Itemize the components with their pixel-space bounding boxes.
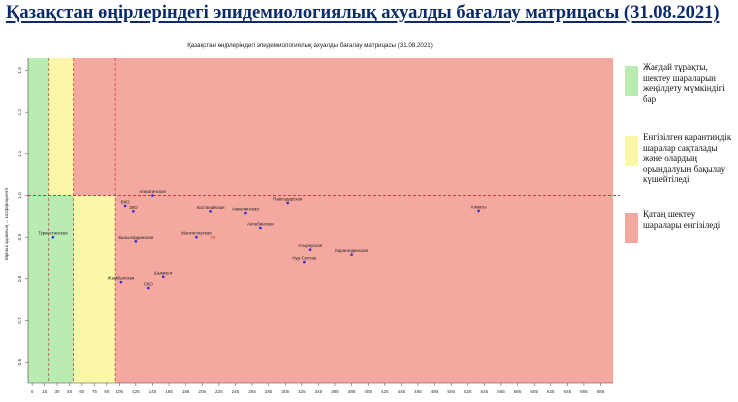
region-point — [350, 253, 353, 256]
x-tick-label: 345 — [315, 389, 323, 394]
x-tick-label: 505 — [447, 389, 455, 394]
region-point — [303, 260, 306, 264]
y-tick-label: 0.8 — [17, 275, 22, 282]
x-tick-label: 165 — [165, 389, 173, 394]
region-point — [259, 226, 262, 230]
region-label: Актюбинская — [247, 222, 274, 227]
legend-label: Жағдай тұрақты, шектеу шараларын жеңілде… — [643, 62, 725, 104]
region-point — [151, 194, 154, 197]
region-label: Кызылординская — [118, 235, 153, 240]
region-label: ВКО — [121, 199, 130, 204]
legend-label: Қатаң шектеу шаралары енгізіледі — [643, 209, 721, 230]
x-tick-label: 405 — [364, 389, 372, 394]
x-tick-label: 525 — [464, 389, 472, 394]
x-tick-label: 105 — [115, 389, 123, 394]
zone-layer — [28, 58, 614, 383]
y-tick-label: 0.6 — [17, 359, 22, 366]
region-label: Нур-Султан — [292, 256, 316, 261]
region-label: Костанайская — [197, 205, 226, 210]
region-point — [161, 275, 165, 279]
region-point — [244, 211, 247, 215]
region-point — [308, 248, 312, 251]
legend-label: Енгізілген карантиндік шаралар сақталады… — [643, 132, 732, 184]
region-point — [195, 235, 198, 239]
zone-boundaries — [28, 58, 620, 383]
region-label: Акмолинская — [232, 207, 259, 212]
region-label: Атырауская — [298, 243, 323, 248]
x-tick-label: 125 — [132, 389, 140, 394]
legend-swatch — [625, 136, 638, 166]
x-tick-label: 145 — [149, 389, 157, 394]
region-point — [119, 280, 123, 284]
region-point — [209, 210, 212, 213]
x-tick-label: 285 — [265, 389, 273, 394]
x-tick-label: 365 — [331, 389, 339, 394]
x-tick-label: 60 — [79, 389, 85, 394]
y-axis-label: Бірінші адамның ... коэффициенті — [4, 188, 9, 260]
x-tick-label: 185 — [182, 389, 190, 394]
legend-swatch — [625, 66, 638, 96]
region-label: Алматинская — [139, 189, 166, 194]
x-tick-label: 30 — [54, 389, 60, 394]
y-tick-label: 1.0 — [17, 192, 22, 199]
x-tick-label: 15 — [42, 389, 48, 394]
y-tick-label: 0.7 — [17, 317, 22, 324]
x-tick-label: 685 — [597, 389, 605, 394]
x-tick-label: 605 — [530, 389, 538, 394]
region-point — [147, 286, 150, 290]
x-tick-label: 665 — [580, 389, 588, 394]
axes: 0 15 30 45 60 75 90 105 125 145 165 185 205 225 245 265… — [17, 58, 613, 394]
y-tick-label: 1.3 — [17, 67, 22, 74]
x-tick-label: 545 — [481, 389, 489, 394]
y-tick-label: 1.1 — [17, 150, 22, 157]
x-tick-label: 385 — [348, 389, 356, 394]
x-tick-label: 245 — [232, 389, 240, 394]
x-tick-label: 45 — [67, 389, 73, 394]
region-label: Туркестанская — [38, 231, 68, 236]
x-tick-label: 265 — [248, 389, 256, 394]
region-label: Мангистауская — [181, 231, 212, 236]
zone-3 — [73, 58, 613, 196]
region-label: ЗКО — [129, 205, 138, 210]
x-tick-label: 625 — [547, 389, 555, 394]
annotation-label: ГК — [210, 235, 215, 240]
y-tick-label: 0.9 — [17, 234, 22, 241]
risk-matrix-chart: Қазақстан өңірлеріндегі эпидемиологиялық… — [4, 42, 620, 394]
x-tick-label: 445 — [398, 389, 406, 394]
legend-swatch — [625, 213, 638, 243]
region-point — [51, 235, 55, 239]
x-tick-label: 325 — [298, 389, 306, 394]
zone-4 — [115, 195, 614, 383]
region-point — [286, 201, 290, 205]
region-label: Жамбылская — [108, 276, 135, 281]
region-label: Алматы — [471, 204, 487, 209]
region-point — [477, 209, 480, 213]
x-tick-label: 75 — [92, 389, 98, 394]
region-label: СКО — [144, 282, 154, 287]
region-label: Павлодарская — [273, 197, 303, 202]
x-tick-label: 305 — [281, 389, 289, 394]
region-point — [123, 204, 127, 208]
x-tick-label: 485 — [431, 389, 439, 394]
region-label: Карагандинская — [335, 248, 368, 253]
x-tick-label: 425 — [381, 389, 389, 394]
x-tick-label: 225 — [215, 389, 223, 394]
zone-1 — [48, 58, 74, 196]
x-tick-label: 90 — [104, 389, 110, 394]
y-tick-label: 1.2 — [17, 109, 22, 116]
page-title: Қазақстан өңірлеріндегі эпидемиологиялық… — [6, 3, 720, 23]
zone-2 — [73, 195, 116, 383]
x-tick-label: 645 — [564, 389, 572, 394]
x-tick-label: 585 — [514, 389, 522, 394]
region-point — [132, 210, 135, 213]
region-point — [134, 240, 138, 243]
x-tick-label: 465 — [414, 389, 422, 394]
region-label: Шымкент — [154, 270, 173, 275]
x-tick-label: 0 — [31, 389, 34, 394]
x-tick-label: 565 — [497, 389, 505, 394]
x-tick-label: 205 — [198, 389, 206, 394]
chart-title: Қазақстан өңірлеріндегі эпидемиологиялық… — [187, 42, 433, 49]
